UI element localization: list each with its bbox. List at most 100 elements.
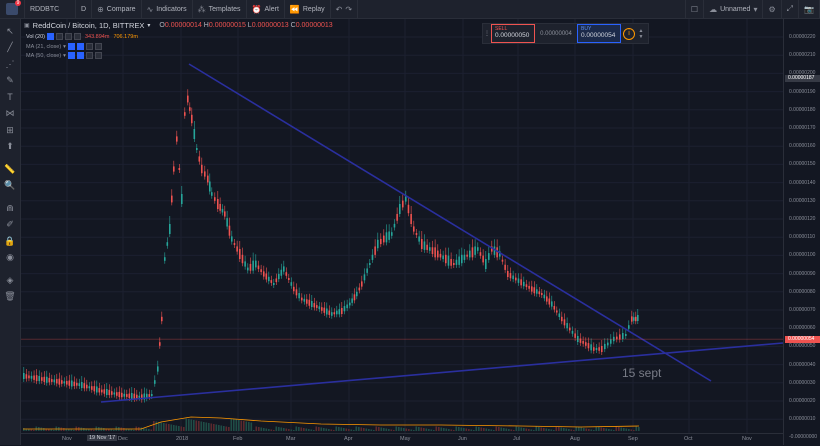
candle-body bbox=[633, 317, 635, 321]
candle-body bbox=[553, 305, 556, 310]
undo-icon[interactable]: ↶ bbox=[335, 4, 343, 14]
more-icon[interactable] bbox=[73, 33, 81, 40]
volume-bar bbox=[330, 429, 333, 431]
volume-bar bbox=[293, 430, 295, 431]
stay-drawing-icon[interactable]: ✐ bbox=[6, 219, 14, 230]
legend-title[interactable]: ReddCoin / Bitcoin, 1D, BITTREX bbox=[32, 21, 145, 30]
candle-body bbox=[161, 316, 163, 322]
trendline-icon[interactable]: ╱ bbox=[7, 42, 13, 53]
maximize-button[interactable]: ⤢ bbox=[782, 0, 800, 18]
cursor-icon[interactable]: ↖ bbox=[6, 25, 14, 36]
volume-bar bbox=[540, 427, 543, 431]
avatar[interactable]: 9 bbox=[6, 0, 21, 15]
buy-button[interactable]: BUY 0.00000054 bbox=[577, 24, 621, 43]
trash-icon[interactable]: 🗑 bbox=[4, 291, 16, 302]
pattern-icon[interactable]: ⋈ bbox=[5, 108, 15, 119]
candle-body bbox=[622, 333, 624, 339]
visibility-icon[interactable] bbox=[46, 33, 54, 40]
candle-body bbox=[68, 380, 71, 386]
more-icon[interactable] bbox=[94, 52, 102, 59]
dropdown-icon[interactable]: ▾ bbox=[63, 44, 66, 50]
indicator-ma21[interactable]: MA (21, close) ▾ bbox=[26, 43, 102, 50]
candle-body bbox=[328, 310, 331, 315]
close-icon[interactable] bbox=[85, 43, 93, 50]
arrow-up-icon[interactable]: ⬆ bbox=[6, 141, 14, 152]
indicators-button[interactable]: ∿ Indicators bbox=[142, 0, 193, 18]
price-chart[interactable] bbox=[21, 19, 784, 438]
close-icon[interactable] bbox=[64, 33, 72, 40]
fullscreen-toggle[interactable]: ☐ bbox=[684, 0, 705, 18]
time-tick-label: Feb bbox=[233, 436, 243, 442]
alert-button[interactable]: ⏰ Alert bbox=[247, 0, 285, 18]
candle-body bbox=[118, 391, 121, 398]
redo-icon[interactable]: ↷ bbox=[345, 4, 353, 14]
candle-body bbox=[593, 347, 595, 351]
layout-menu[interactable]: ☁ Unnamed ▾ bbox=[704, 0, 764, 18]
indicator-volume[interactable]: Vol (20) 343.894m 706.179m bbox=[26, 33, 138, 40]
volume-bar bbox=[365, 428, 368, 431]
candle-body bbox=[343, 306, 346, 312]
symbol-search[interactable]: RDDBTC bbox=[25, 0, 76, 18]
chart-annotation[interactable]: 15 sept bbox=[622, 366, 662, 380]
text-icon[interactable]: T bbox=[7, 92, 13, 103]
indicator-ma50[interactable]: MA (50, close) ▾ bbox=[26, 52, 102, 59]
drag-handle-icon[interactable]: ⋮ bbox=[484, 31, 490, 37]
volume-bar bbox=[25, 428, 28, 431]
zoom-icon[interactable]: 🔍 bbox=[4, 180, 16, 191]
undo-redo[interactable]: ↶ ↷ bbox=[331, 0, 359, 18]
sell-button[interactable]: SELL 0.00000050 bbox=[491, 24, 535, 43]
time-scale[interactable]: Nov Dec 2018 Feb Mar Apr May Jun Jul Aug Sep Oct Nov… bbox=[21, 433, 783, 446]
candle-body bbox=[366, 268, 368, 273]
user-menu[interactable]: 9 bbox=[0, 0, 25, 18]
legend-toggle-icon[interactable]: ▣ bbox=[24, 23, 30, 29]
fib-icon[interactable]: ⋰ bbox=[5, 58, 15, 69]
volume-bar bbox=[418, 427, 420, 431]
volume-bar bbox=[103, 428, 105, 431]
candle-body bbox=[377, 239, 379, 249]
chevron-down-icon[interactable]: ▾ bbox=[147, 23, 151, 29]
templates-button[interactable]: ⁂ Templates bbox=[193, 0, 247, 18]
brush-icon[interactable]: ✎ bbox=[6, 75, 14, 86]
lock-icon[interactable]: 🔒 bbox=[4, 235, 16, 246]
visibility-icon[interactable] bbox=[67, 52, 75, 59]
interval-button[interactable]: D bbox=[76, 0, 93, 18]
settings-icon[interactable] bbox=[76, 52, 84, 59]
candle-body bbox=[285, 272, 288, 276]
settings-button[interactable]: ⚙ bbox=[763, 0, 782, 18]
ruler-icon[interactable]: 📏 bbox=[4, 163, 16, 174]
replay-button[interactable]: ⏪ Replay bbox=[285, 0, 331, 18]
volume-bar bbox=[125, 428, 128, 431]
more-icon[interactable] bbox=[94, 43, 102, 50]
screenshot-button[interactable]: 📷 bbox=[799, 0, 820, 18]
collapse-toggle[interactable]: ▲ ▼ bbox=[637, 24, 645, 43]
candle-body bbox=[380, 238, 382, 245]
layers-icon[interactable]: ◈ bbox=[6, 274, 14, 285]
candle-body bbox=[66, 380, 68, 385]
price-scale[interactable]: 0.00000220 0.00000210 0.00000200 0.00000190… bbox=[783, 19, 820, 445]
candle-body bbox=[338, 309, 341, 315]
candle-body bbox=[517, 278, 520, 283]
compare-button[interactable]: ⊕ Compare bbox=[92, 0, 142, 18]
magnet-icon[interactable]: ⋒ bbox=[6, 202, 14, 213]
eye-icon[interactable]: ◉ bbox=[6, 252, 14, 263]
candle-body bbox=[388, 231, 390, 240]
indicator-name: MA (50, close) bbox=[26, 52, 62, 59]
settings-icon[interactable] bbox=[76, 43, 84, 50]
volume-bar bbox=[260, 427, 263, 431]
close-icon[interactable] bbox=[85, 52, 93, 59]
prediction-icon[interactable]: ⊞ bbox=[6, 124, 14, 135]
time-tick-label: Dec bbox=[118, 436, 128, 442]
candle-body bbox=[610, 339, 612, 344]
volume-bar bbox=[73, 430, 75, 431]
info-button[interactable]: i bbox=[621, 24, 637, 43]
dropdown-icon[interactable]: ▾ bbox=[63, 53, 66, 59]
candle-body bbox=[181, 194, 183, 204]
settings-icon[interactable] bbox=[55, 33, 63, 40]
gear-icon: ⚙ bbox=[768, 4, 776, 14]
candle-body bbox=[353, 294, 356, 301]
chart-pane[interactable] bbox=[21, 19, 784, 438]
volume-bar bbox=[555, 426, 558, 431]
volume-bar bbox=[250, 422, 253, 431]
visibility-icon[interactable] bbox=[67, 43, 75, 50]
volume-bar bbox=[283, 428, 285, 431]
